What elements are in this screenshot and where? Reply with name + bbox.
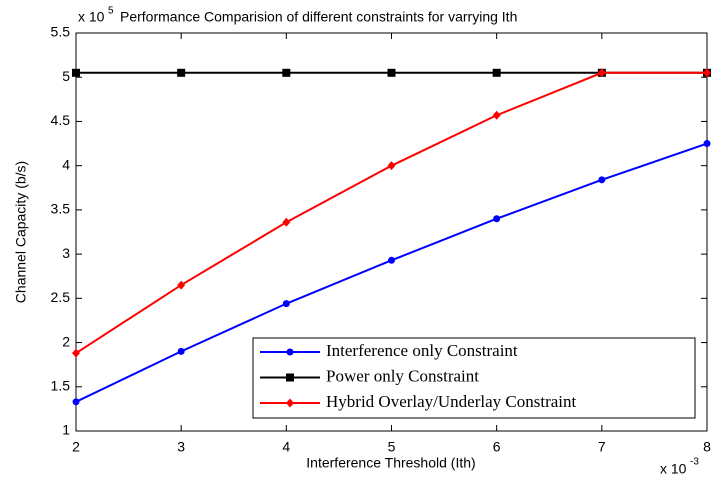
marker: [703, 68, 711, 78]
y-multiplier: x 10: [78, 9, 105, 25]
marker: [492, 68, 501, 77]
y-tick-label: 4: [62, 156, 70, 172]
x-tick-label: 7: [598, 439, 606, 455]
marker: [387, 68, 396, 77]
y-tick-label: 4.5: [51, 112, 71, 128]
marker: [177, 68, 186, 77]
y-multiplier-exponent: 5: [108, 6, 114, 17]
marker: [388, 256, 395, 264]
x-axis-label: Interference Threshold (Ith): [306, 455, 475, 471]
y-tick-label: 2: [62, 333, 70, 349]
x-tick-label: 6: [493, 439, 501, 455]
marker: [282, 217, 291, 227]
y-tick-label: 5.5: [51, 24, 71, 40]
marker: [177, 280, 186, 290]
marker: [282, 68, 291, 77]
legend-box: [252, 337, 696, 419]
x-tick-label: 8: [703, 439, 711, 455]
y-tick-label: 2.5: [51, 289, 71, 305]
chart-title: Performance Comparision of different con…: [120, 9, 517, 25]
x-multiplier-exponent: -3: [690, 457, 699, 468]
y-axis-label: Channel Capacity (b/s): [13, 161, 29, 303]
y-tick-label: 5: [62, 68, 70, 84]
marker: [177, 347, 185, 355]
y-tick-label: 1.5: [51, 377, 71, 393]
marker: [286, 348, 294, 356]
x-tick-label: 5: [388, 439, 396, 455]
y-tick-label: 3.5: [51, 201, 71, 217]
marker: [492, 110, 501, 120]
legend-label: Power only Constraint: [326, 366, 479, 385]
marker: [72, 348, 80, 358]
marker: [286, 373, 294, 382]
marker: [703, 140, 711, 148]
legend-label: Hybrid Overlay/Underlay Constraint: [326, 392, 576, 411]
x-tick-label: 3: [177, 439, 185, 455]
y-tick-label: 1: [62, 422, 70, 438]
marker: [597, 68, 606, 78]
y-tick-label: 3: [62, 245, 70, 261]
marker: [282, 300, 290, 308]
marker: [286, 398, 294, 408]
marker: [387, 161, 396, 171]
legend-label: Interference only Constraint: [326, 341, 518, 360]
marker: [598, 176, 606, 184]
marker: [72, 68, 80, 77]
marker: [72, 398, 80, 406]
x-multiplier: x 10: [660, 461, 687, 477]
x-tick-label: 4: [282, 439, 290, 455]
x-tick-label: 2: [72, 439, 80, 455]
marker: [493, 215, 501, 223]
